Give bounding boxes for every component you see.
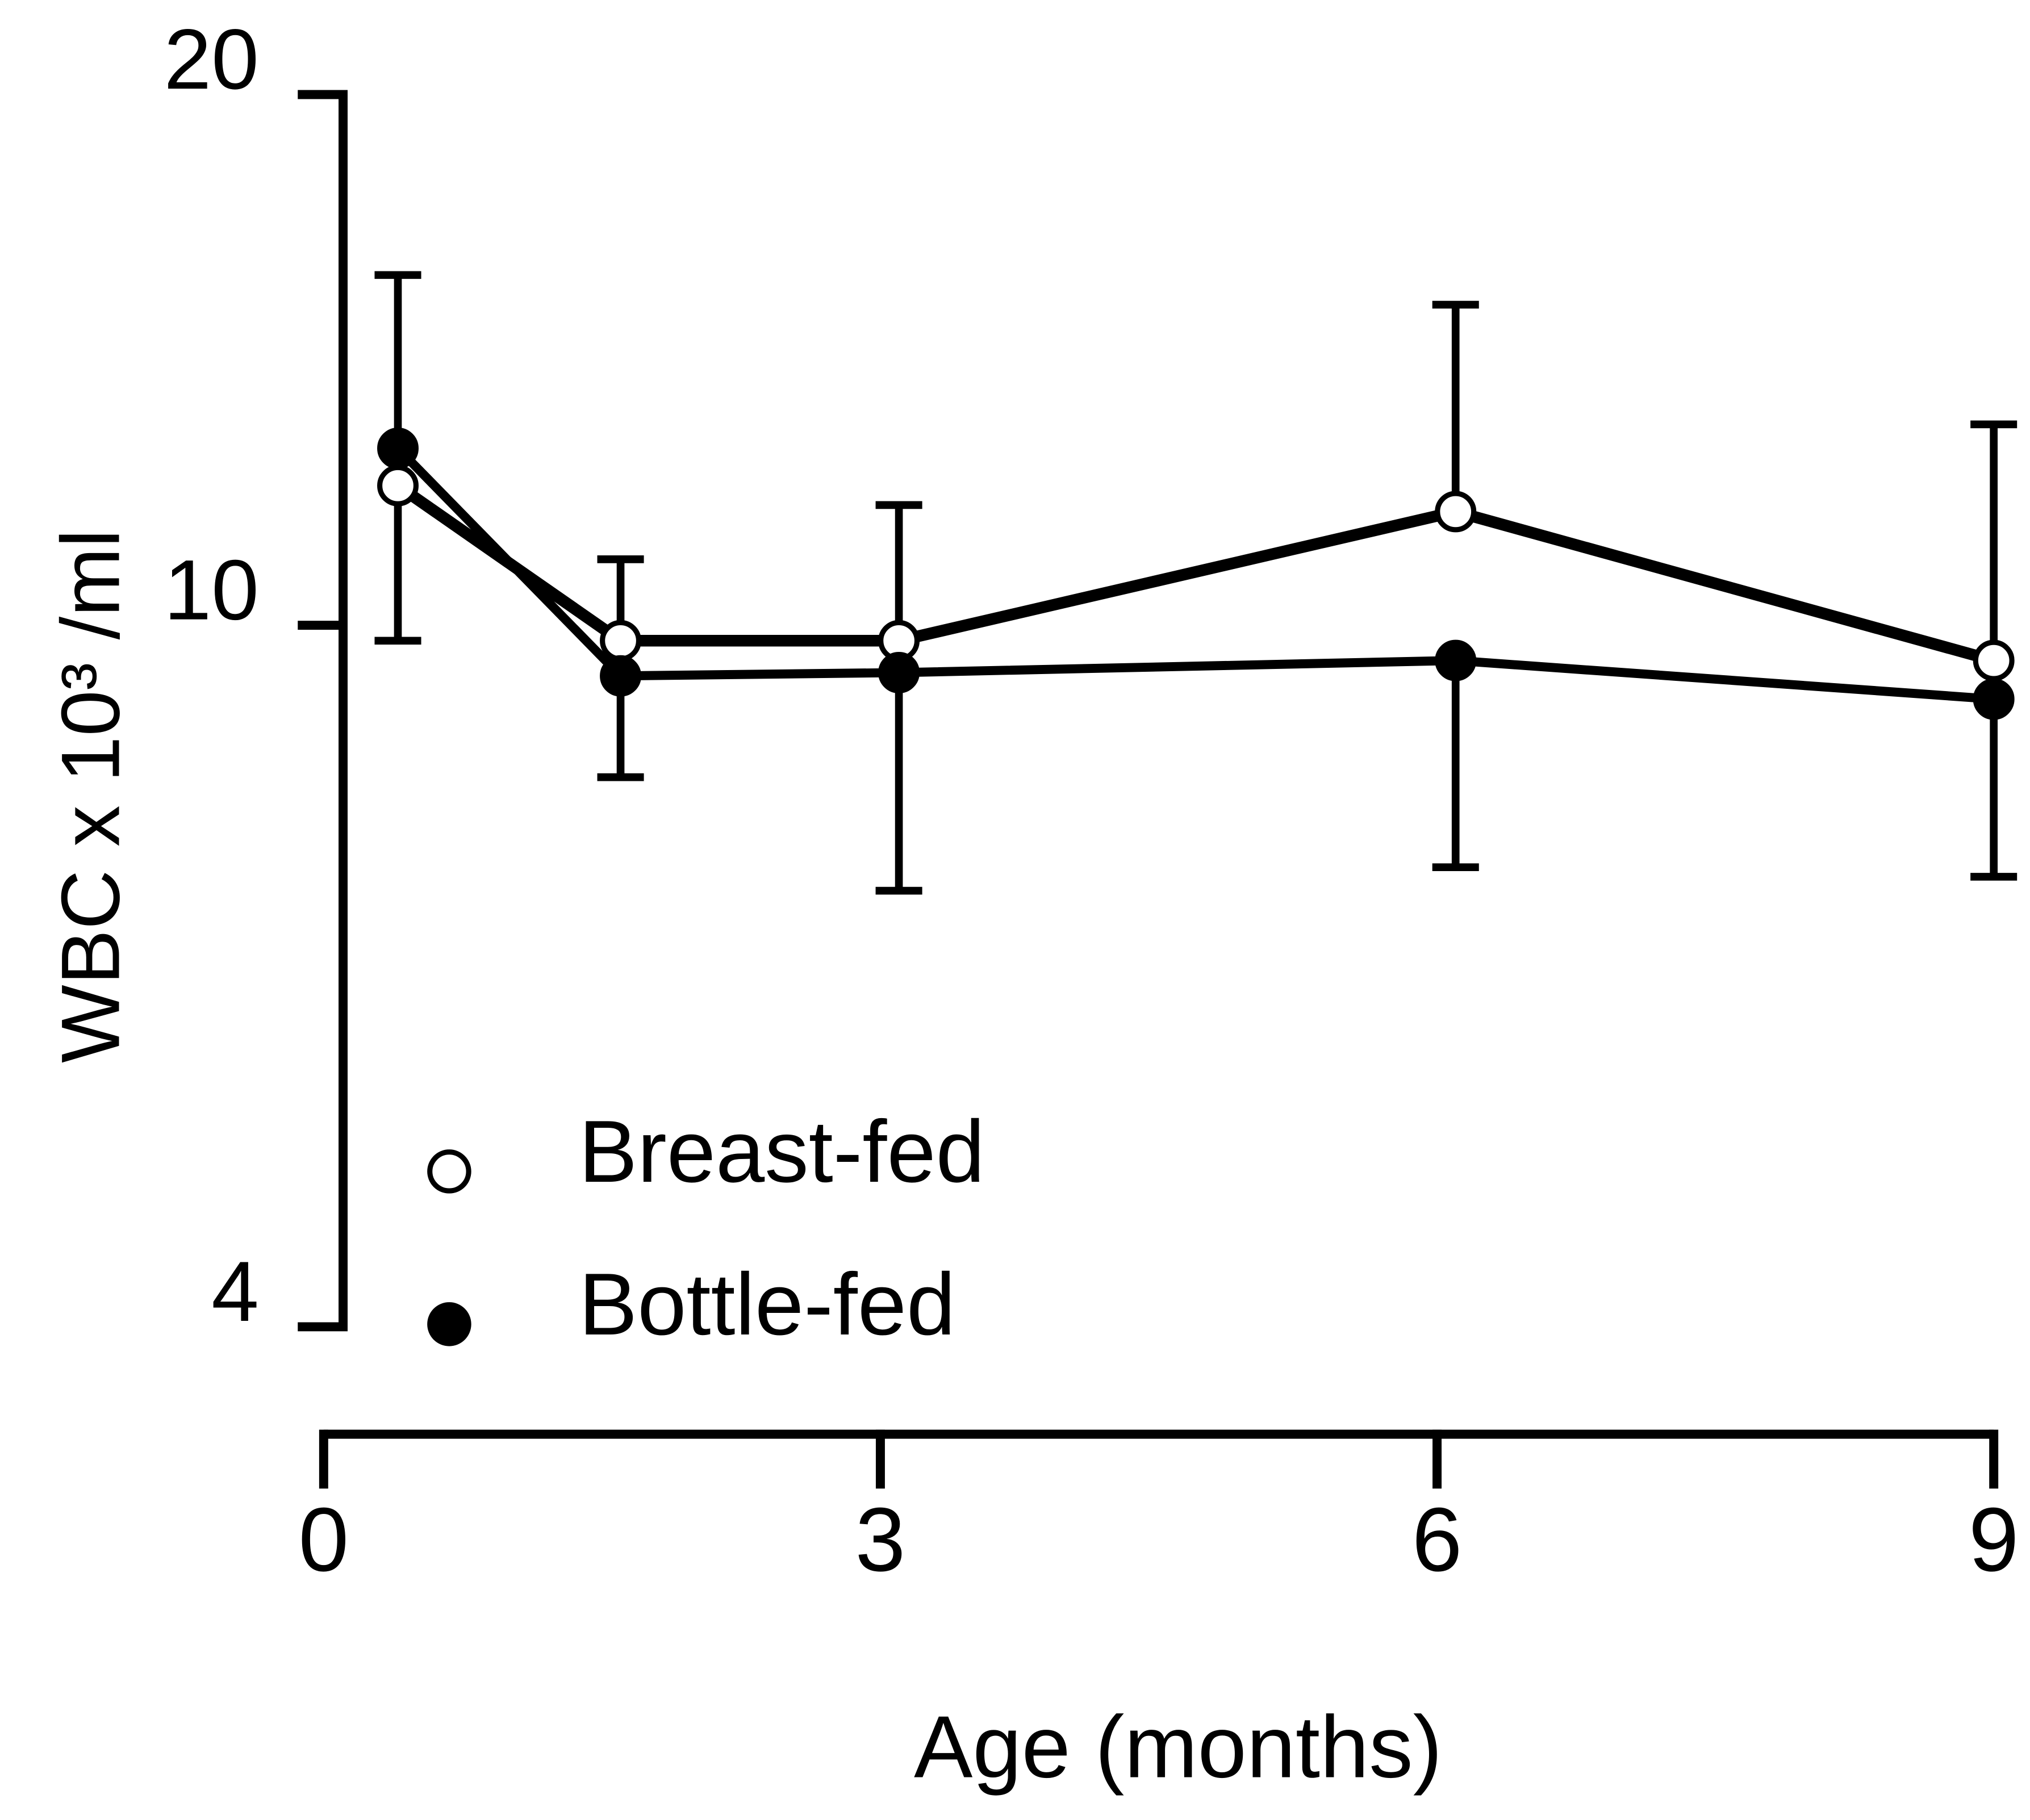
x-tick-label: 3 [855,1489,906,1590]
x-axis-label: Age (months) [914,1698,1442,1796]
y-tick-label: 10 [164,542,259,638]
error-bar [875,672,922,895]
x-tick-label: 6 [1412,1489,1463,1590]
legend-label: Breast-fed [579,1102,985,1200]
y-axis-label: WBC x 10³ /ml [44,529,136,1063]
error-bar [1970,699,2018,881]
error-bar [374,486,421,645]
data-point [1435,491,1477,533]
data-point [1435,639,1477,681]
error-bar [1432,300,1479,512]
data-point [377,465,419,507]
data-point [377,427,419,469]
x-tick-label: 9 [1969,1489,2019,1590]
data-point [600,655,642,697]
data-point [1973,678,2015,720]
x-tick-label: 0 [298,1489,349,1590]
legend-label: Bottle-fed [579,1255,955,1353]
data-point [1973,639,2015,681]
error-bar [875,501,922,641]
error-bar [1432,660,1479,872]
data-point [600,620,642,662]
y-tick-label: 4 [211,1244,259,1339]
y-tick-label: 20 [164,11,259,107]
error-bar [1970,420,2018,661]
data-point [878,652,920,693]
legend-marker [427,1149,471,1194]
legend-marker [427,1302,471,1346]
error-bar [374,271,421,449]
